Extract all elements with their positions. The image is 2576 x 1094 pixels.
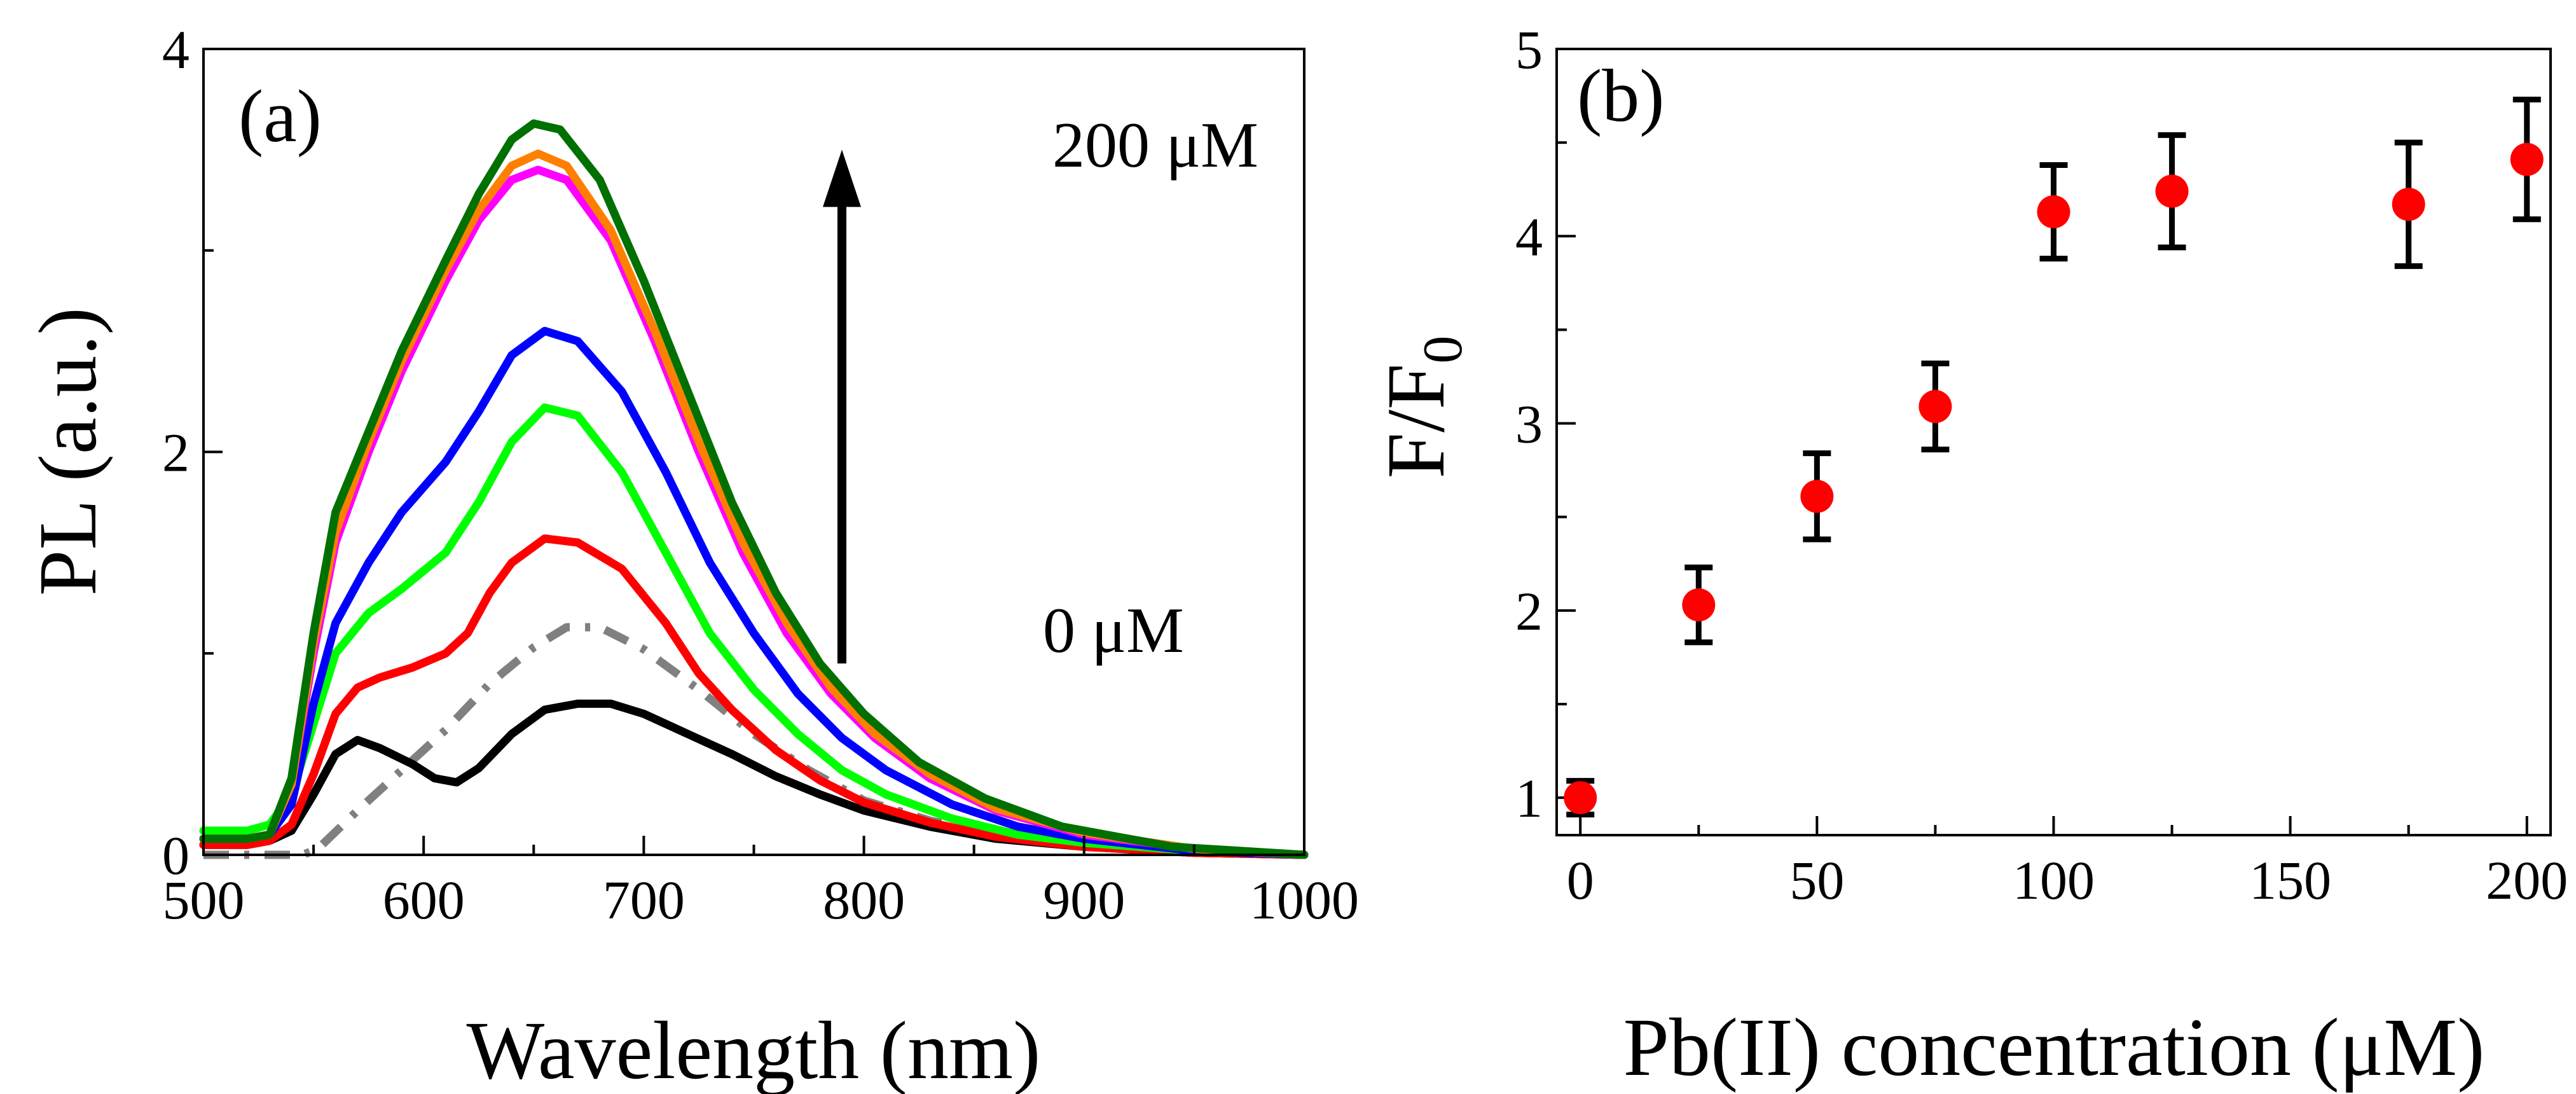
panel-b-label: (b)	[1577, 54, 1665, 137]
panel-b-y-axis-label-group: F/F0	[1370, 336, 1474, 479]
spectrum-magenta	[199, 165, 1309, 859]
y-tick-label: 0	[162, 825, 189, 886]
panel-a-annotation-bottom: 0 μM	[1043, 595, 1184, 667]
data-point	[2510, 142, 2544, 176]
panel-b-points	[1564, 96, 2544, 818]
spectrum-black	[199, 699, 1309, 859]
panel-b-y-axis-label-subscript: 0	[1412, 336, 1474, 364]
data-point	[1564, 781, 1597, 815]
spectrum-dark-green	[199, 119, 1309, 859]
spectrum-red	[199, 534, 1309, 859]
x-tick-label: 50	[1789, 850, 1844, 911]
y-tick-label: 2	[1515, 581, 1543, 642]
x-tick-label: 900	[1043, 869, 1125, 931]
data-point	[1918, 390, 1952, 424]
y-tick-label: 3	[1515, 394, 1543, 455]
x-tick-label: 0	[1567, 850, 1594, 911]
x-tick-label: 150	[2249, 850, 2331, 911]
arrow-head	[822, 149, 861, 207]
data-point	[1800, 480, 1834, 513]
y-tick-label: 4	[1515, 206, 1543, 267]
panel-b-y-axis-label: F/F	[1370, 364, 1462, 479]
panel-a-annotation-top: 200 μM	[1052, 109, 1258, 181]
y-tick-label: 1	[1515, 768, 1543, 829]
x-tick-label: 800	[823, 869, 905, 931]
spectrum-blue	[199, 326, 1309, 859]
spectrum-green	[199, 403, 1309, 859]
y-tick-label: 4	[162, 19, 189, 80]
panel-b-ticks: 0 50 100 150 200 1 2 3 4 5	[1515, 19, 2568, 911]
x-tick-label: 700	[603, 869, 685, 931]
data-point	[1682, 588, 1716, 622]
y-tick-label: 5	[1515, 19, 1543, 80]
spectrum-orange	[199, 149, 1309, 859]
x-tick-label: 600	[383, 869, 465, 931]
x-tick-label: 1000	[1250, 869, 1359, 931]
panel-b-x-axis-label: Pb(II) concentration (μM)	[1623, 1002, 2485, 1093]
panel-a-ticks: 500 600 700 800 900 1000 0 2 4	[162, 19, 1359, 931]
x-tick-label: 500	[163, 869, 245, 931]
panel-b-ratio-chart: 0 50 100 150 200 1 2 3 4 5 (b) Pb(II) concentrati…	[1370, 19, 2568, 1093]
data-point	[2037, 195, 2070, 229]
panel-a-y-axis-label: PL (a.u.)	[22, 307, 114, 596]
panel-a-curves	[199, 119, 1309, 859]
panel-a-spectra-chart: 500 600 700 800 900 1000 0 2 4 (a) 200 μM 0 μM W…	[22, 19, 1359, 1094]
x-tick-label: 100	[2013, 850, 2095, 911]
data-point	[2392, 188, 2425, 221]
y-tick-label: 2	[162, 422, 189, 483]
panel-a-label: (a)	[238, 74, 322, 158]
svg-text:F/F0: F/F0	[1370, 336, 1474, 479]
panel-a-x-axis-label: Wavelength (nm)	[467, 1005, 1041, 1094]
x-tick-label: 200	[2486, 850, 2568, 911]
panel-a-increase-arrow	[822, 149, 861, 664]
data-point	[2155, 174, 2189, 208]
